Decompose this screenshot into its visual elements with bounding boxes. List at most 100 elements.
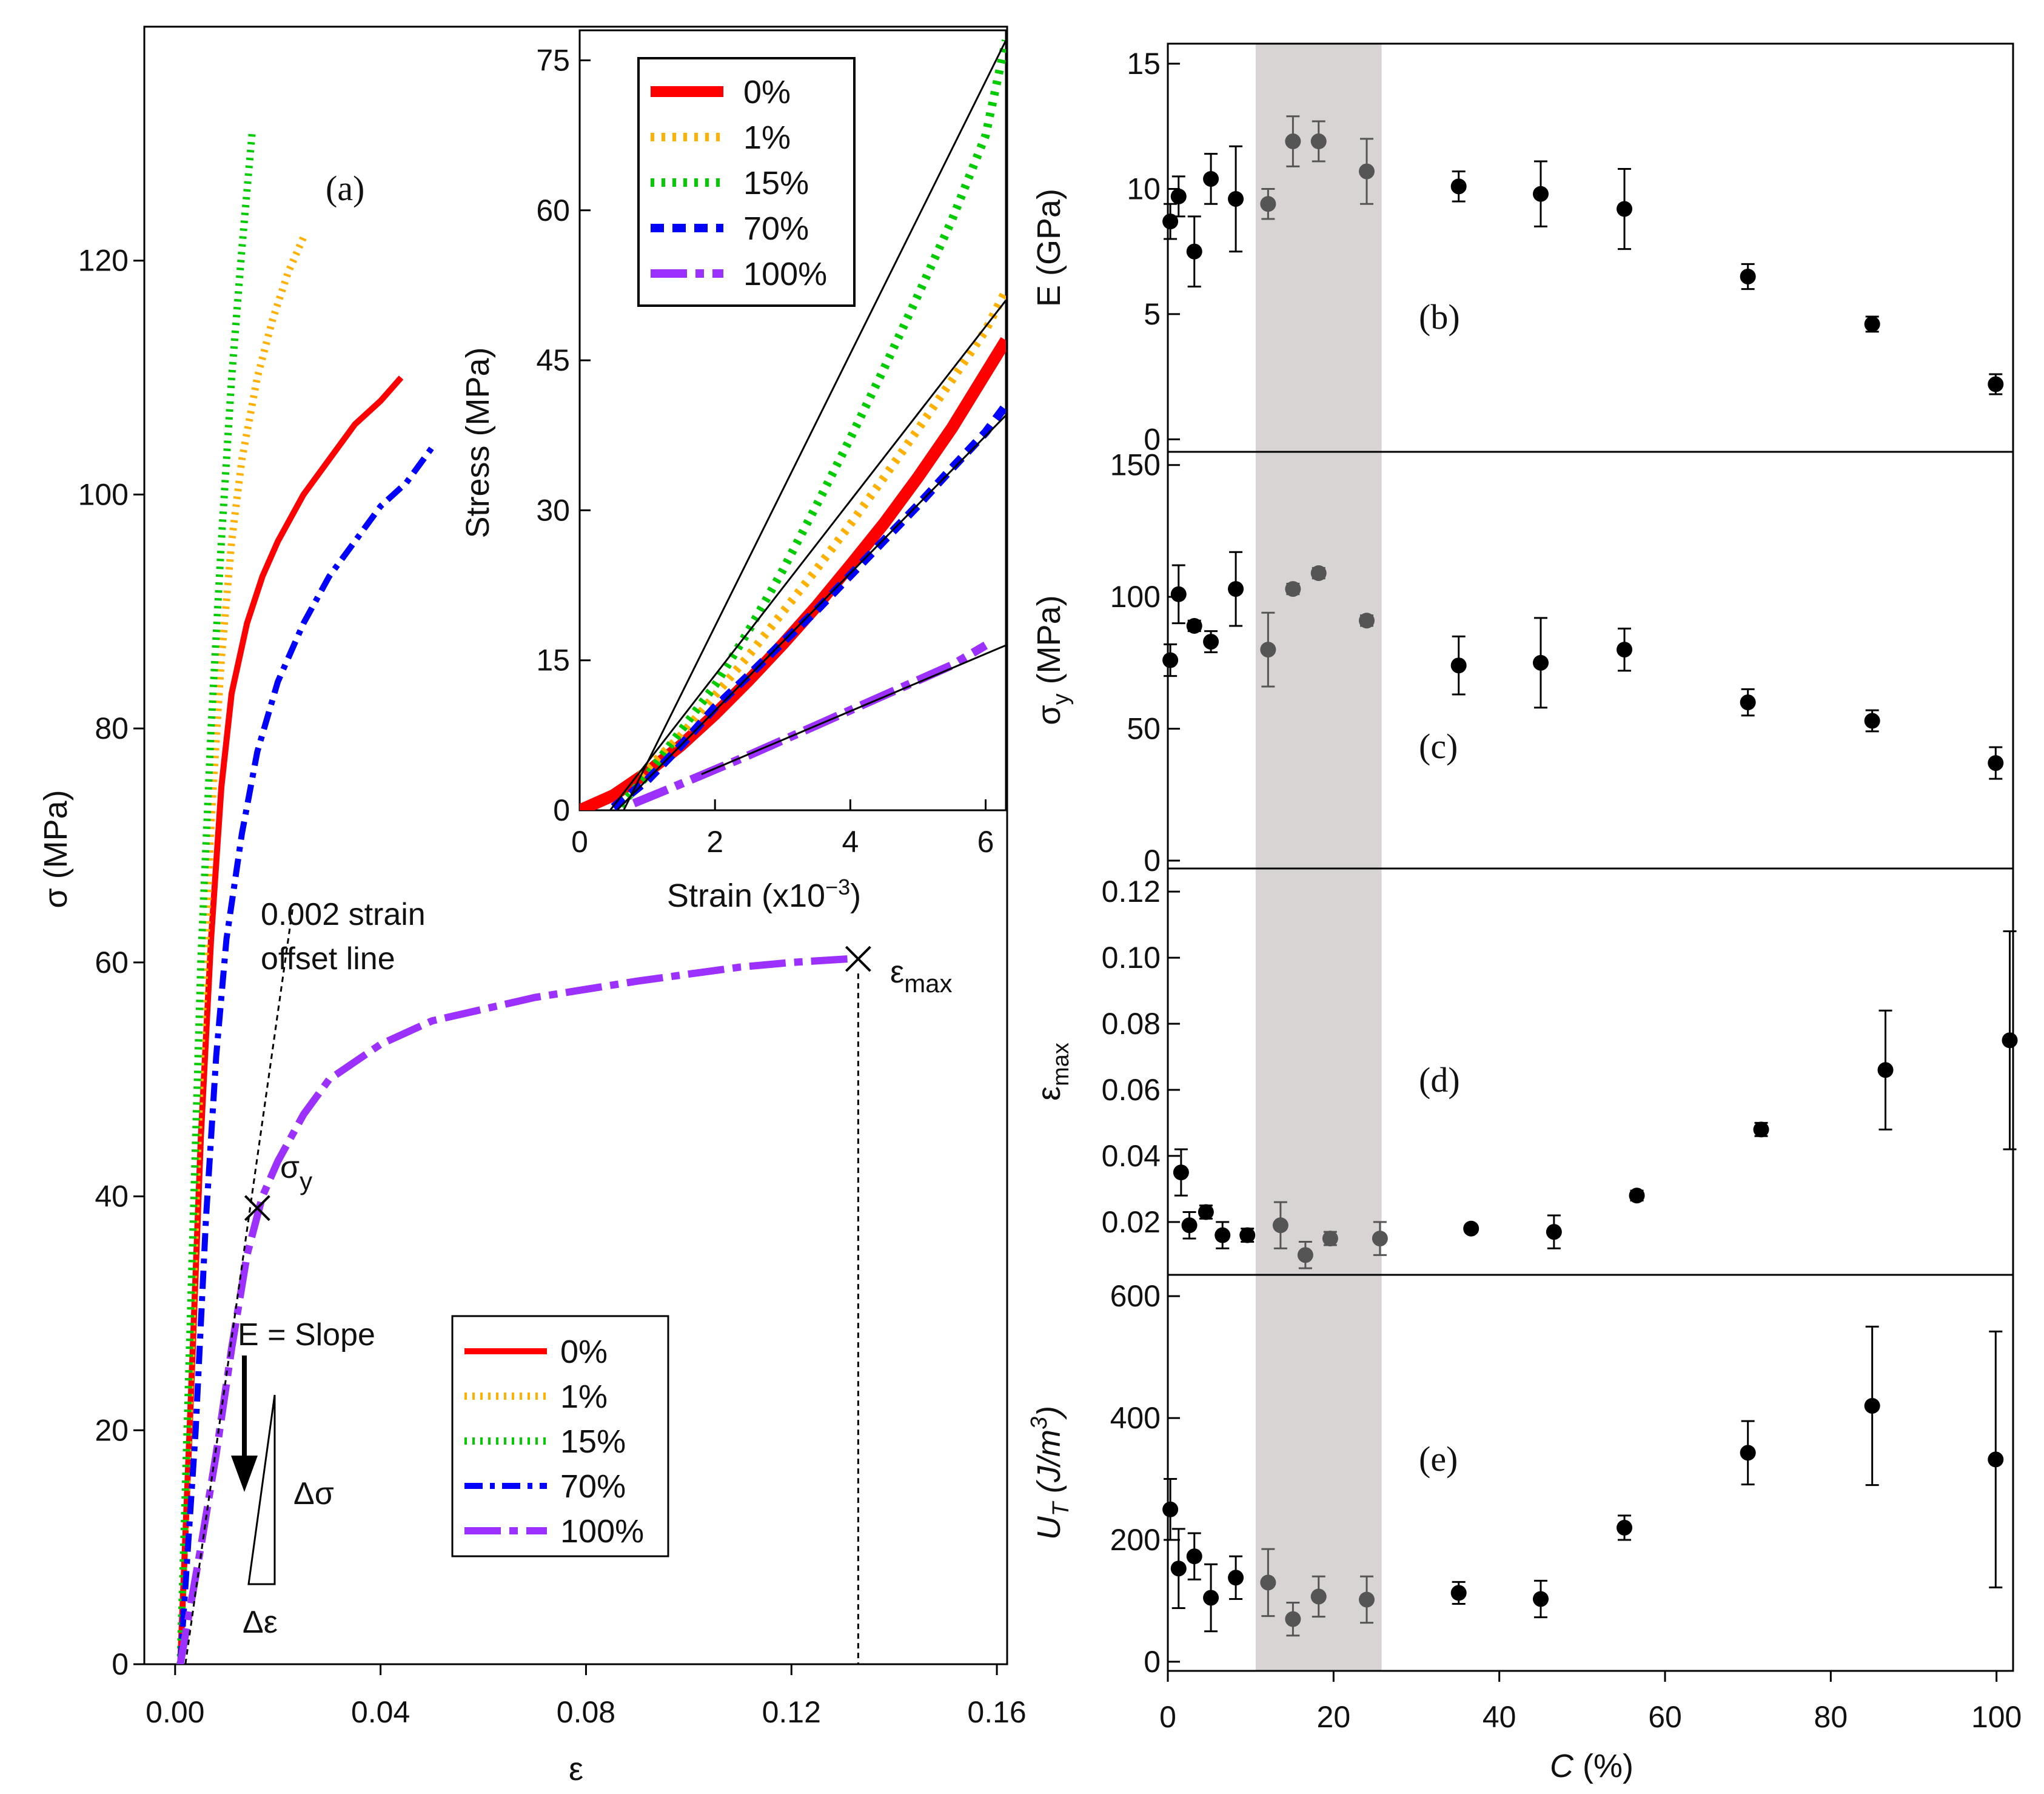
- data-point: [1170, 1561, 1187, 1577]
- panel-c-ytick-label: 50: [1127, 712, 1161, 746]
- panel-c-ytick-label: 0: [1144, 844, 1161, 878]
- panel-a-frame: [143, 25, 1008, 1665]
- panel-e-label: (e): [1419, 1439, 1458, 1479]
- data-point: [1617, 642, 1633, 658]
- panel-a-xtick-label: 0.04: [351, 1695, 410, 1729]
- inset-ytick-label: 15: [536, 643, 570, 677]
- data-point: [1988, 376, 2004, 392]
- panel-a-legend-label: 15%: [560, 1423, 626, 1460]
- panel-b-ytick-label: 15: [1127, 47, 1161, 81]
- data-point: [1260, 1574, 1276, 1591]
- data-point: [1162, 213, 1179, 230]
- panel-a-legend-label: 1%: [560, 1379, 608, 1415]
- data-point: [1239, 1227, 1256, 1243]
- sigma-y-label: σy: [280, 1150, 312, 1195]
- panel-d-ylabel-sub: max: [1048, 1043, 1074, 1086]
- data-point: [1359, 1591, 1375, 1608]
- panel-a-legend: 0% 1% 15% 70% 100%: [451, 1315, 669, 1557]
- data-point: [1186, 243, 1202, 260]
- data-point: [1181, 1217, 1198, 1234]
- sigma-y-sub: y: [300, 1167, 312, 1195]
- panel-a-ytick-label: 60: [95, 946, 129, 979]
- inset-xtick-label: 4: [842, 825, 859, 859]
- inset-xlabel: Strain (x10−3): [667, 875, 861, 914]
- inset-fit-line: [701, 644, 1006, 776]
- panel-a-ytick-label: 80: [95, 711, 129, 745]
- data-point: [1228, 1570, 1244, 1586]
- slope-triangle: [247, 1394, 276, 1585]
- inset-legend: 0% 1% 15% 70% 100%: [637, 57, 856, 307]
- panel-b-ytick-label: 10: [1127, 172, 1161, 206]
- sigma-y-marker: [244, 1195, 270, 1221]
- data-point: [1285, 1611, 1301, 1627]
- inset-legend-label: 1%: [743, 119, 791, 156]
- panel-e-xtick-label: 80: [1814, 1700, 1848, 1734]
- inset-series-1pct: [637, 288, 1006, 779]
- panel-e-xlabel-end: (%): [1573, 1748, 1634, 1784]
- data-point: [1372, 1231, 1388, 1247]
- panel-a-offset-line: [184, 904, 295, 1665]
- panel-e-xtick-label: 40: [1483, 1700, 1516, 1734]
- panel-d: 0.02 0.04 0.06 0.08 0.10 0.12 εmax (d): [1031, 867, 2018, 1276]
- panel-a-ylabel: σ (MPa): [38, 790, 74, 908]
- panel-d-label: (d): [1419, 1060, 1460, 1100]
- data-point: [1546, 1224, 1562, 1240]
- panel-e-xlabel: C (%): [1550, 1748, 1634, 1784]
- panel-a-legend-label: 100%: [560, 1513, 644, 1550]
- panel-d-ytick-label: 0.12: [1102, 875, 1161, 909]
- inset-ytick-label: 75: [536, 43, 570, 77]
- inset-legend-label: 70%: [743, 210, 809, 247]
- panel-a-xtick-label: 0.12: [762, 1695, 821, 1729]
- inset-ytick-label: 30: [536, 493, 570, 527]
- data-point: [1753, 1121, 1769, 1138]
- data-point: [1740, 694, 1756, 711]
- data-point: [1203, 634, 1219, 650]
- data-point: [1359, 163, 1375, 180]
- panel-c: 0 50 100 150 σy (MPa) (c): [1031, 448, 2014, 878]
- data-point: [1463, 1220, 1479, 1237]
- panel-a-ytick-label: 40: [95, 1180, 129, 1214]
- data-point: [1617, 201, 1633, 217]
- panel-d-ytick-label: 0.06: [1102, 1073, 1161, 1107]
- panel-e-xtick-label: 60: [1648, 1700, 1682, 1734]
- panel-a-series-group: [176, 132, 848, 1664]
- panel-c-ylabel-end: (MPa): [1031, 595, 1067, 693]
- data-point: [1260, 642, 1276, 658]
- data-point: [1215, 1227, 1231, 1243]
- data-point: [1310, 1588, 1327, 1605]
- panel-e-ylabel-sub: T: [1048, 1500, 1074, 1516]
- data-point: [1988, 1451, 2004, 1468]
- panel-e-xtick-label: 0: [1159, 1700, 1176, 1734]
- data-point: [2002, 1032, 2018, 1049]
- delta-sigma-label: Δσ: [293, 1476, 334, 1511]
- panel-e-ytick-label: 600: [1110, 1279, 1161, 1313]
- panel-c-label: (c): [1419, 727, 1458, 766]
- panel-a-ytick-label: 100: [78, 477, 129, 511]
- panel-e-xtick-label: 20: [1317, 1700, 1351, 1734]
- data-point: [1359, 613, 1375, 629]
- data-point: [1170, 586, 1187, 602]
- eps-max-marker: [845, 946, 871, 972]
- data-point: [1260, 196, 1276, 212]
- panel-c-ytick-label: 150: [1110, 448, 1161, 482]
- panel-e-frame: [1167, 1274, 2014, 1672]
- data-point: [1450, 178, 1467, 195]
- inset-ytick-label: 60: [536, 193, 570, 227]
- data-point: [1186, 1548, 1202, 1565]
- panel-a-offset-label-2: offset line: [261, 941, 395, 976]
- panel-e-ytick-label: 400: [1110, 1401, 1161, 1435]
- inset-fit-line: [623, 39, 1006, 810]
- panel-c-ylabel: σy (MPa): [1031, 595, 1074, 725]
- data-point: [1310, 565, 1327, 582]
- inset-xtick-label: 2: [706, 825, 723, 859]
- data-point: [1170, 188, 1187, 204]
- panel-d-ytick-label: 0.08: [1102, 1007, 1161, 1041]
- data-point: [1450, 1585, 1467, 1601]
- panel-a-label: (a): [326, 169, 364, 208]
- data-point: [1310, 133, 1327, 150]
- data-point: [1533, 654, 1549, 671]
- panel-a-xlabel: ε: [569, 1751, 583, 1787]
- panel-e-ylabel-close: ): [1031, 1406, 1067, 1420]
- data-point: [1198, 1204, 1214, 1220]
